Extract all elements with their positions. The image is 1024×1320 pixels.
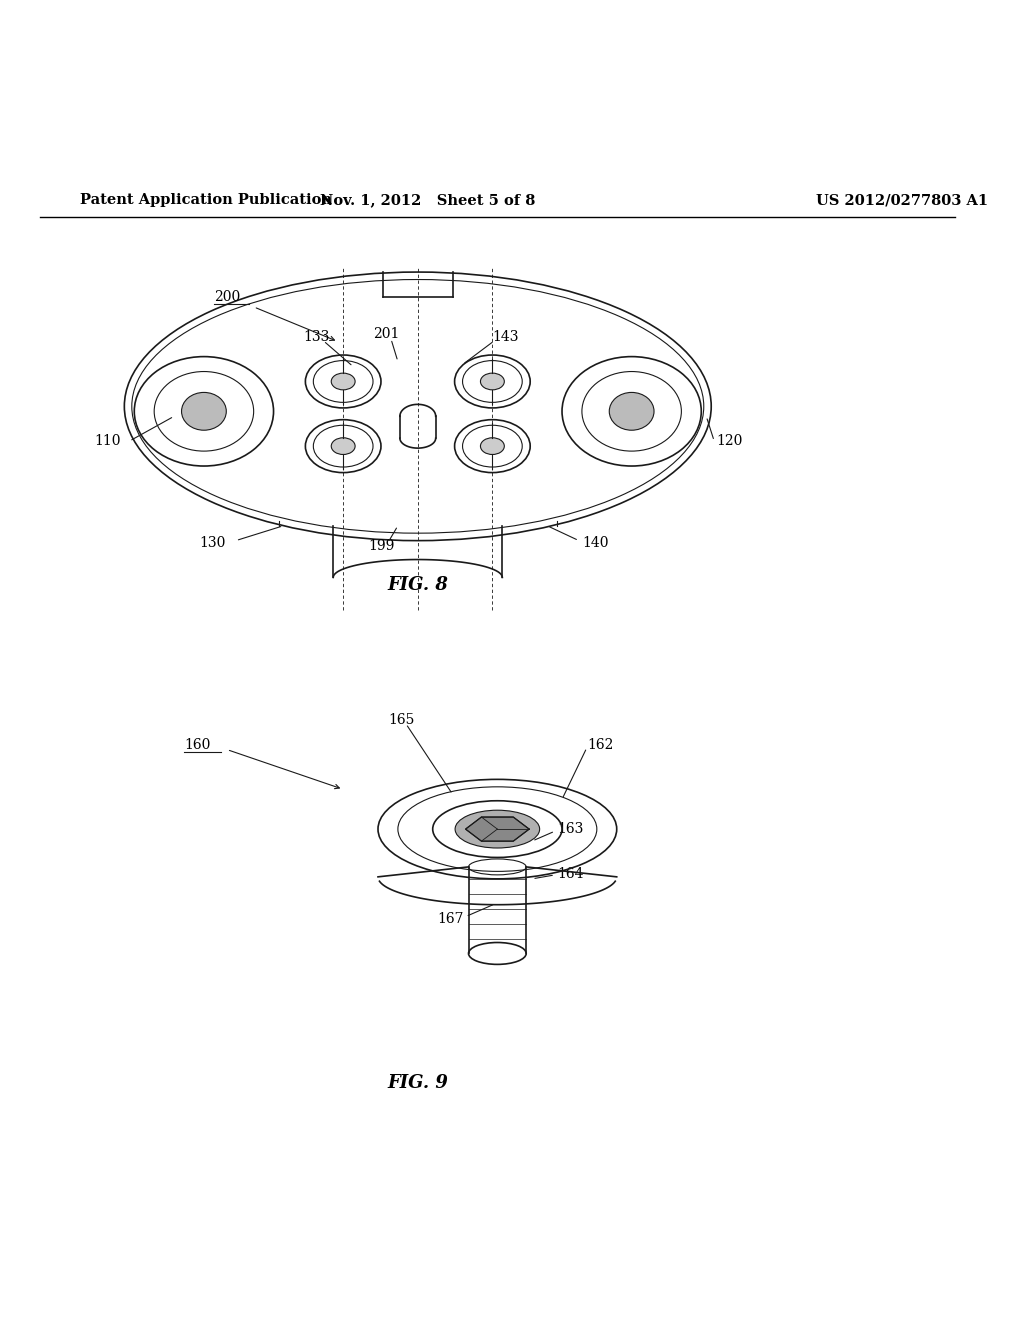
Text: FIG. 8: FIG. 8 (387, 577, 449, 594)
Text: 143: 143 (493, 330, 519, 343)
Text: FIG. 9: FIG. 9 (387, 1073, 449, 1092)
Text: 165: 165 (388, 713, 415, 727)
Text: 200: 200 (214, 290, 240, 304)
Ellipse shape (455, 810, 540, 847)
Text: US 2012/0277803 A1: US 2012/0277803 A1 (816, 194, 988, 207)
Polygon shape (466, 817, 529, 841)
Text: 199: 199 (368, 539, 394, 553)
Text: 160: 160 (184, 738, 210, 751)
Ellipse shape (609, 392, 654, 430)
Text: 133: 133 (303, 330, 330, 343)
Ellipse shape (331, 438, 355, 454)
Ellipse shape (480, 374, 505, 389)
Text: 164: 164 (557, 867, 584, 880)
Text: 120: 120 (716, 434, 742, 449)
Text: 162: 162 (587, 738, 613, 751)
Text: 130: 130 (199, 536, 225, 549)
Ellipse shape (331, 374, 355, 389)
Text: 167: 167 (437, 912, 464, 925)
Text: 140: 140 (582, 536, 608, 549)
Text: 110: 110 (94, 434, 121, 449)
Text: Patent Application Publication: Patent Application Publication (80, 194, 332, 207)
Text: Nov. 1, 2012   Sheet 5 of 8: Nov. 1, 2012 Sheet 5 of 8 (321, 194, 536, 207)
Text: 201: 201 (373, 327, 399, 341)
Ellipse shape (181, 392, 226, 430)
Ellipse shape (480, 438, 505, 454)
Text: 163: 163 (557, 822, 584, 836)
